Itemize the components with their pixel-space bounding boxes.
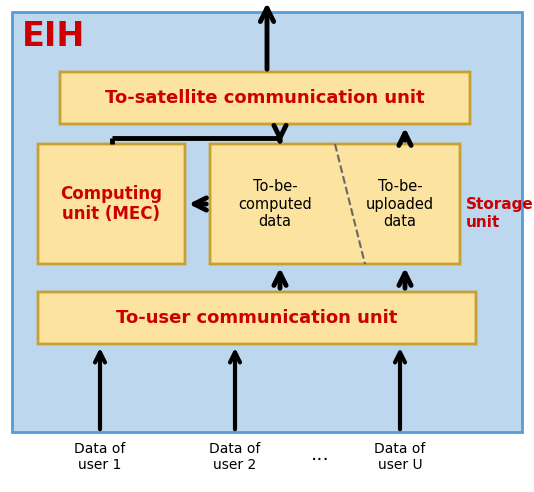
Text: To-satellite communication unit: To-satellite communication unit	[105, 89, 425, 107]
Text: To-be-
computed
data: To-be- computed data	[238, 179, 312, 229]
FancyBboxPatch shape	[60, 72, 470, 124]
Text: Data of
user 2: Data of user 2	[209, 442, 261, 472]
Text: To-user communication unit: To-user communication unit	[116, 309, 398, 327]
FancyBboxPatch shape	[210, 144, 460, 264]
FancyBboxPatch shape	[38, 292, 476, 344]
FancyBboxPatch shape	[12, 12, 522, 432]
Text: Data of
user U: Data of user U	[374, 442, 426, 472]
Text: Storage
unit: Storage unit	[466, 197, 534, 230]
Text: Computing
unit (MEC): Computing unit (MEC)	[60, 184, 162, 223]
Text: To-be-
uploaded
data: To-be- uploaded data	[366, 179, 434, 229]
Text: ...: ...	[311, 444, 329, 463]
FancyBboxPatch shape	[38, 144, 185, 264]
Text: EIH: EIH	[22, 20, 85, 53]
Text: Data of
user 1: Data of user 1	[74, 442, 125, 472]
